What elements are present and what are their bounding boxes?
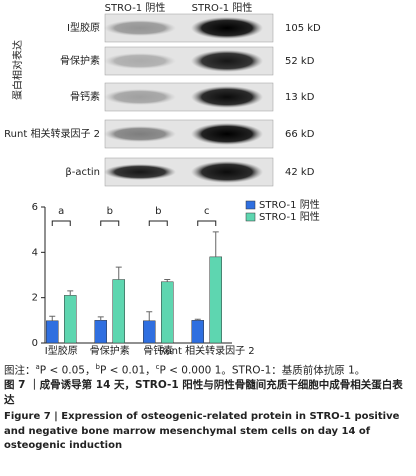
- blot-row-label: 骨钙素: [70, 90, 100, 103]
- legend-label: STRO-1 阴性: [259, 198, 320, 211]
- blot-size-label: 52 kD: [285, 56, 315, 67]
- bar: [161, 281, 174, 344]
- bar: [64, 295, 77, 344]
- caption-cn: 图 7 ｜成骨诱导第 14 天，STRO-1 阳性与阴性骨髓间充质干细胞中成骨相…: [4, 379, 403, 406]
- blot-size-label: 13 kD: [285, 92, 315, 103]
- legend-swatch: [245, 212, 256, 222]
- legend-label: STRO-1 阳性: [259, 210, 320, 223]
- blot-row-label: Ⅰ型胶原: [67, 21, 100, 34]
- x-tick-label: Runt 相关转录因子 2: [159, 344, 255, 357]
- figure-note: 图注：aP < 0.05，bP < 0.01，cP < 0.000 1。STRO…: [4, 360, 412, 379]
- blot-row-label: β-actin: [65, 167, 100, 178]
- note-text: P < 0.05，: [39, 364, 96, 377]
- error-bar: [115, 266, 122, 280]
- note-text: P < 0.000 1。STRO-1：基质前体抗原 1。: [159, 364, 366, 377]
- blot-band: [104, 53, 176, 69]
- error-bar: [49, 315, 56, 321]
- bar: [112, 279, 125, 344]
- caption-en: Figure 7 | Expression of osteogenic-rela…: [4, 411, 400, 451]
- bar: [143, 320, 156, 344]
- bar: [94, 320, 107, 344]
- blot-band: [104, 20, 176, 36]
- significance-bracket: [100, 220, 120, 226]
- y-axis-label: 蛋白相对表达: [11, 40, 24, 100]
- blot-size-label: 105 kD: [285, 23, 321, 34]
- blot-size-label: 66 kD: [285, 129, 315, 140]
- blot-row-label: Runt 相关转录因子 2: [4, 127, 100, 140]
- blot-band: [191, 123, 263, 145]
- significance-label: b: [107, 206, 113, 217]
- significance-bracket: [148, 220, 168, 226]
- note-text: 图注：: [4, 364, 36, 377]
- error-bar: [67, 290, 74, 296]
- x-tick-label: Ⅰ型胶原: [45, 344, 78, 357]
- bar: [46, 320, 59, 344]
- error-bar: [97, 316, 104, 321]
- x-tick-label: 骨钙素: [143, 344, 173, 357]
- note-superscript: b: [95, 363, 100, 371]
- blot-band: [104, 89, 176, 105]
- legend-swatch: [245, 200, 256, 210]
- significance-bracket: [51, 220, 71, 226]
- error-bar: [194, 318, 201, 321]
- error-bar: [146, 311, 153, 321]
- y-tick-label: 6: [32, 202, 38, 213]
- blot-size-label: 42 kD: [285, 167, 315, 178]
- significance-label: c: [204, 206, 210, 217]
- blot-band: [191, 86, 263, 108]
- blot-band: [191, 17, 263, 39]
- blot-band: [104, 164, 176, 180]
- y-tick-label: 4: [32, 247, 38, 258]
- blot-band: [104, 126, 176, 142]
- significance-label: a: [58, 206, 64, 217]
- bar: [209, 256, 222, 344]
- blot-column-label: STRO-1 阳性: [192, 1, 253, 14]
- note-text: P < 0.01，: [99, 364, 156, 377]
- error-bar: [212, 231, 219, 257]
- bar: [191, 320, 204, 344]
- note-superscript: a: [35, 363, 40, 371]
- blot-band: [191, 161, 263, 183]
- blot-column-label: STRO-1 阴性: [105, 1, 166, 14]
- blot-band: [191, 50, 263, 72]
- y-tick-label: 2: [32, 293, 38, 304]
- x-tick-label: 骨保护素: [90, 344, 130, 357]
- error-bar: [164, 279, 171, 282]
- y-tick-label: 0: [32, 338, 38, 349]
- note-superscript: c: [155, 363, 160, 371]
- blot-row-label: 骨保护素: [60, 54, 100, 67]
- significance-bracket: [197, 220, 217, 226]
- significance-label: b: [155, 206, 161, 217]
